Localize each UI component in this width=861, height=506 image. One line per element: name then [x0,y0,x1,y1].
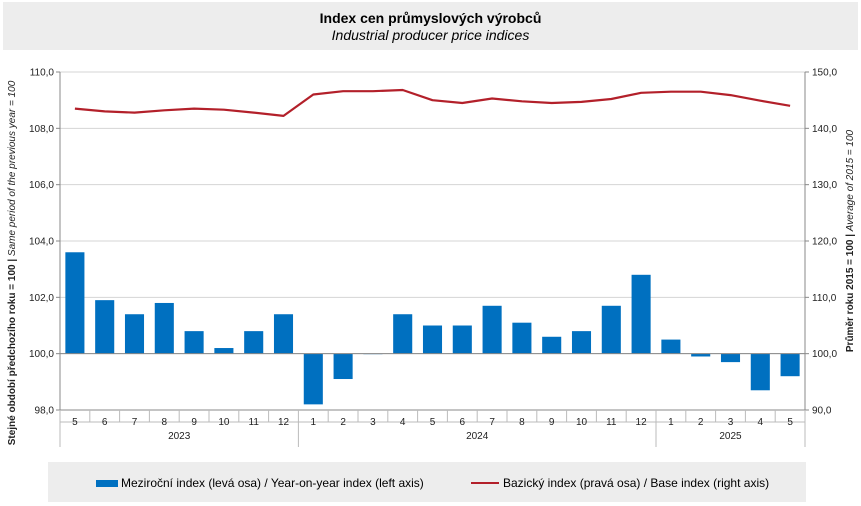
month-label: 9 [549,417,555,428]
month-label: 5 [72,417,78,428]
right-axis-title-en: Average of 2015 = 100 [845,129,856,232]
month-label: 3 [370,417,376,428]
month-label: 6 [460,417,466,428]
month-label: 10 [576,417,588,428]
year-label: 2025 [719,431,742,442]
bar-yoy [244,331,264,354]
left-axis-title-en: Same period of the previous year = 100 [7,80,18,256]
bar-yoy [512,322,532,354]
bar-yoy [184,331,204,354]
year-label: 2024 [466,431,489,442]
bar-yoy [720,353,741,363]
right-axis-tick-label: 120,0 [812,237,837,248]
left-axis-tick-label: 104,0 [29,237,54,248]
right-axis-title: Průměr roku 2015 = 100 | Average of 2015… [844,129,856,352]
left-axis-tick-label: 100,0 [29,349,54,360]
month-label: 3 [728,417,734,428]
month-label: 10 [218,417,230,428]
legend-swatch-yoy [96,479,118,487]
bar-yoy [452,325,472,354]
right-axis-tick-label: 100,0 [812,349,837,360]
month-label: 1 [668,417,674,428]
bar-yoy [750,353,770,391]
month-label: 2 [698,417,704,428]
bar-yoy [422,325,443,354]
month-label: 8 [162,417,168,428]
left-axis-tick-label: 102,0 [29,293,54,304]
right-axis-title-cz: Průměr roku 2015 = 100 | [844,231,856,352]
legend-label-base: Bazický index (pravá osa) / Base index (… [503,476,770,490]
bar-yoy [333,353,353,380]
bar-yoy [691,353,711,357]
legend-item-base: Bazický index (pravá osa) / Base index (… [471,476,769,490]
month-label: 11 [249,417,260,428]
right-axis-tick-label: 130,0 [812,180,837,191]
legend-swatch-base [471,482,499,484]
line-base-index [74,88,791,118]
month-label: 9 [191,417,197,428]
month-label: 7 [132,417,138,428]
left-axis-title: Stejné období předchozího roku = 100 | S… [7,80,18,445]
month-label: 1 [311,417,317,428]
chart-title: Index cen průmyslových výrobců [319,10,542,26]
legend-item-yoy: Meziroční index (levá osa) / Year-on-yea… [96,476,424,490]
month-label: 8 [519,417,525,428]
bar-yoy [661,339,681,354]
left-axis-title-cz: Stejné období předchozího roku = 100 | [7,256,18,445]
bar-yoy [631,274,651,354]
month-label: 5 [430,417,436,428]
bar-yoy [65,252,85,354]
year-label: 2023 [168,431,191,442]
right-axis-tick-label: 110,0 [812,293,837,304]
bar-yoy [273,314,294,354]
bar-yoy [95,300,115,354]
month-label: 12 [278,417,290,428]
bar-yoy [303,353,323,405]
month-label: 11 [606,417,617,428]
left-axis-tick-label: 106,0 [29,180,54,191]
left-axis-tick-label: 110,0 [30,68,55,79]
month-label: 6 [102,417,108,428]
bar-yoy [214,348,234,354]
legend-label-yoy: Meziroční index (levá osa) / Year-on-yea… [121,476,424,490]
month-label: 5 [787,417,793,428]
chart-title-box: Index cen průmyslových výrobců Industria… [3,2,858,50]
month-label: 4 [758,417,764,428]
left-axis-tick-label: 98,0 [35,406,55,417]
right-axis-tick-label: 140,0 [812,124,837,135]
bar-yoy [393,314,413,354]
chart-area: 98,0 100,0 102,0 104,0 106,0 108,0 110,0 90,0 10… [7,68,856,447]
legend: Meziroční index (levá osa) / Year-on-yea… [48,462,806,502]
bar-yoy [124,314,145,354]
right-axis-tick-label: 90,0 [812,406,832,417]
month-label: 4 [400,417,406,428]
bar-yoy [154,302,174,354]
bar-yoy [780,353,800,377]
right-axis-tick-label: 150,0 [812,68,837,79]
bar-yoy [601,305,621,354]
bar-yoy [571,331,592,354]
month-label: 2 [340,417,346,428]
month-label: 12 [636,417,648,428]
bar-yoy [542,336,562,354]
month-label: 7 [489,417,495,428]
chart-subtitle: Industrial producer price indices [331,27,530,43]
bar-yoy [482,305,502,354]
left-axis-tick-label: 108,0 [29,124,54,135]
